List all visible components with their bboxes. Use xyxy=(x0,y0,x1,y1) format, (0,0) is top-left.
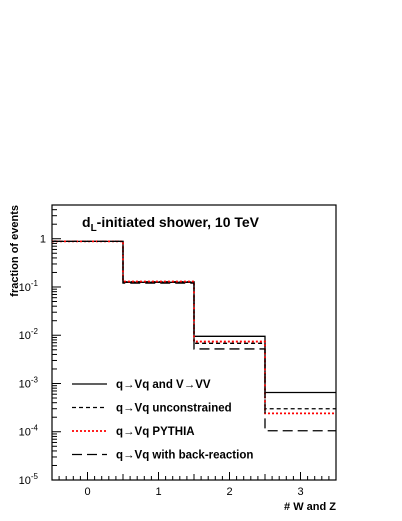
histogram-series xyxy=(52,240,336,432)
y-tick-label: 10-1 xyxy=(19,279,39,294)
x-tick-label: 1 xyxy=(155,486,161,498)
series-line-4 xyxy=(52,240,336,432)
chart-title: dL-initiated shower, 10 TeV xyxy=(82,214,260,234)
x-tick-label: 3 xyxy=(297,486,303,498)
y-tick-label: 10-4 xyxy=(19,424,39,439)
legend: q→Vq and V→VV q→Vq unconstrained q→Vq PYTH… xyxy=(72,379,253,462)
y-axis-ticks: 1 10-1 10-2 10-3 10-4 10-5 xyxy=(19,204,61,487)
y-tick-label: 10-3 xyxy=(19,375,39,390)
y-axis-title: fraction of events xyxy=(9,205,21,297)
y-tick-label: 10-2 xyxy=(19,327,39,342)
x-tick-label: 0 xyxy=(84,486,90,498)
y-tick-label: 10-5 xyxy=(19,472,39,487)
x-axis-title: # W and Z xyxy=(284,501,336,513)
legend-label-3: q→Vq PYTHIA xyxy=(116,426,195,438)
legend-label-4: q→Vq with back-reaction xyxy=(116,450,253,462)
y-tick-label: 1 xyxy=(40,234,46,246)
legend-label-2: q→Vq unconstrained xyxy=(116,403,232,415)
legend-label-1: q→Vq and V→VV xyxy=(116,379,211,391)
x-axis-ticks: 0 1 2 3 xyxy=(58,472,330,498)
x-tick-label: 2 xyxy=(226,486,232,498)
